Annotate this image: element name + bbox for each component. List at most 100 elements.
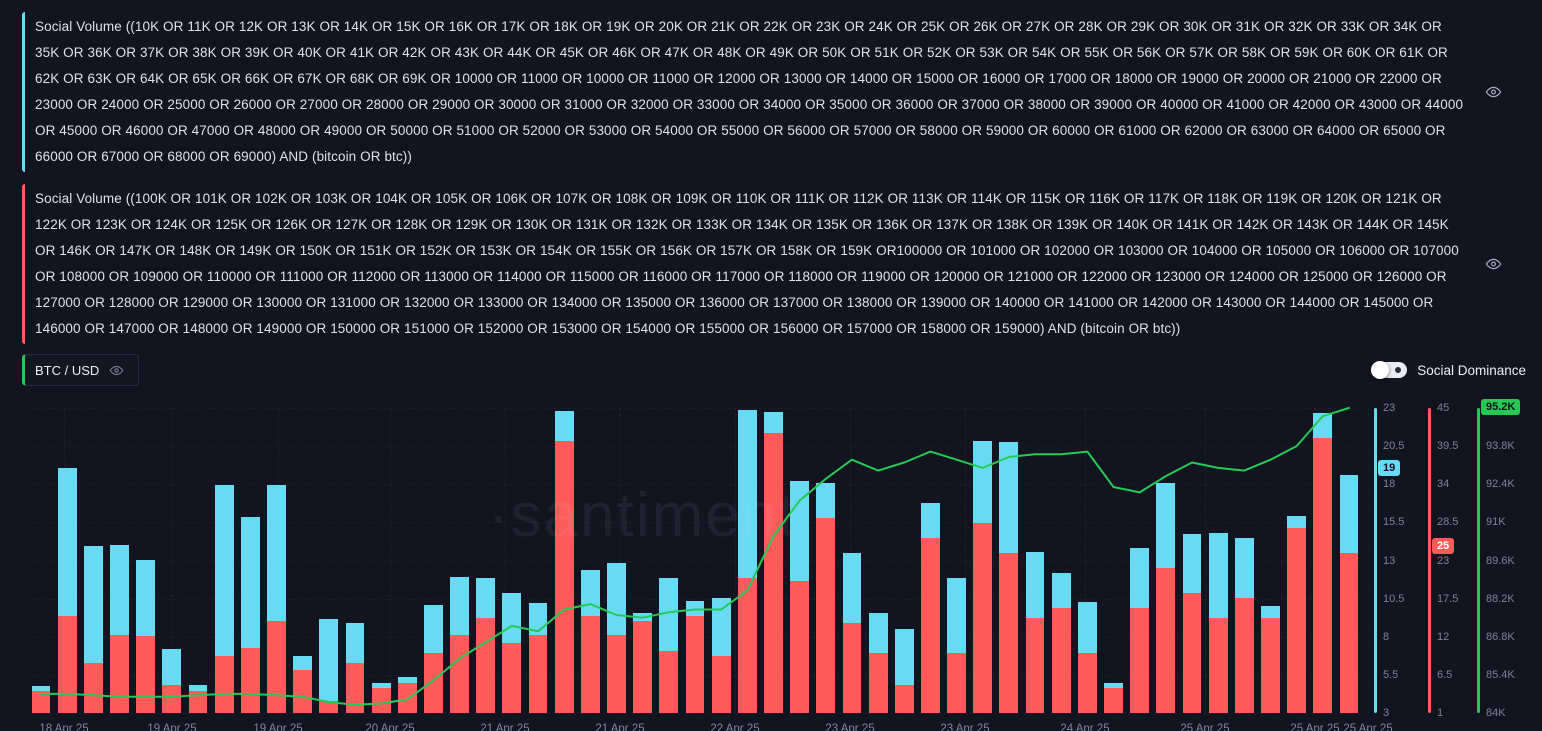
bar-segment-social-volume-10k[interactable] (371, 683, 391, 689)
bar-segment-social-volume-100k[interactable] (1077, 652, 1097, 713)
bar-segment-social-volume-100k[interactable] (319, 701, 339, 713)
bar-segment-social-volume-100k[interactable] (999, 552, 1019, 713)
query-social-volume-10k-69k[interactable]: Social Volume ((10K OR 11K OR 12K OR 13K… (22, 12, 1528, 172)
bar-segment-social-volume-10k[interactable] (162, 648, 182, 686)
bar-segment-social-volume-100k[interactable] (57, 615, 77, 713)
asset-btc-usd-chip[interactable]: BTC / USD (22, 354, 140, 386)
bar-segment-social-volume-100k[interactable] (1287, 527, 1307, 713)
social-dominance-toggle[interactable] (1371, 361, 1408, 379)
bar-segment-social-volume-100k[interactable] (764, 432, 783, 713)
bar-segment-social-volume-10k[interactable] (1077, 602, 1097, 653)
bar-segment-social-volume-100k[interactable] (397, 683, 417, 713)
bar-segment-social-volume-100k[interactable] (188, 690, 208, 713)
bar-segment-social-volume-100k[interactable] (162, 685, 182, 713)
bar-segment-social-volume-10k[interactable] (920, 502, 940, 538)
bar-segment-social-volume-10k[interactable] (214, 485, 234, 657)
bar-segment-social-volume-10k[interactable] (345, 623, 365, 664)
bar-segment-social-volume-100k[interactable] (1313, 437, 1333, 713)
visibility-eye-icon[interactable] (109, 363, 124, 378)
bar-segment-social-volume-10k[interactable] (136, 559, 156, 637)
query-social-volume-100k-159k[interactable]: Social Volume ((100K OR 101K OR 102K OR … (22, 184, 1528, 344)
bar-segment-social-volume-100k[interactable] (947, 652, 966, 713)
bar-segment-social-volume-10k[interactable] (790, 480, 810, 582)
bar-segment-social-volume-100k[interactable] (580, 615, 600, 713)
bar-segment-social-volume-100k[interactable] (371, 688, 391, 713)
bar-segment-social-volume-10k[interactable] (737, 410, 757, 578)
bar-segment-social-volume-10k[interactable] (397, 677, 417, 684)
bar-segment-social-volume-10k[interactable] (319, 618, 339, 702)
bar-segment-social-volume-10k[interactable] (1261, 605, 1280, 619)
bar-segment-social-volume-100k[interactable] (842, 622, 862, 713)
bar-segment-social-volume-10k[interactable] (57, 468, 77, 616)
bar-segment-social-volume-10k[interactable] (1051, 572, 1071, 608)
bar-segment-social-volume-10k[interactable] (764, 411, 783, 433)
bar-segment-social-volume-10k[interactable] (711, 598, 731, 657)
bar-segment-social-volume-100k[interactable] (816, 518, 836, 713)
visibility-eye-icon[interactable] (1485, 256, 1502, 273)
bar-segment-social-volume-100k[interactable] (502, 642, 522, 713)
bar-segment-social-volume-100k[interactable] (450, 634, 469, 713)
bar-segment-social-volume-10k[interactable] (607, 562, 626, 635)
bar-segment-social-volume-100k[interactable] (528, 634, 548, 713)
bar-segment-social-volume-10k[interactable] (1104, 683, 1123, 689)
bar-segment-social-volume-10k[interactable] (1025, 552, 1045, 619)
bar-segment-social-volume-100k[interactable] (1025, 618, 1045, 713)
bar-segment-social-volume-10k[interactable] (999, 441, 1019, 553)
bar-segment-social-volume-10k[interactable] (188, 684, 208, 691)
bar-segment-social-volume-100k[interactable] (1130, 607, 1150, 713)
bar-segment-social-volume-10k[interactable] (1182, 533, 1202, 594)
bar-segment-social-volume-100k[interactable] (110, 634, 129, 713)
bar-segment-social-volume-10k[interactable] (424, 605, 443, 653)
bar-segment-social-volume-10k[interactable] (83, 545, 103, 664)
bar-segment-social-volume-100k[interactable] (711, 656, 731, 713)
bar-segment-social-volume-100k[interactable] (1104, 688, 1123, 713)
bar-segment-social-volume-10k[interactable] (476, 578, 496, 619)
bar-segment-social-volume-100k[interactable] (659, 651, 679, 713)
bar-segment-social-volume-10k[interactable] (240, 516, 260, 648)
bar-segment-social-volume-100k[interactable] (293, 670, 313, 713)
bar-segment-social-volume-100k[interactable] (737, 577, 757, 713)
bar-segment-social-volume-100k[interactable] (31, 690, 51, 713)
bar-segment-social-volume-100k[interactable] (920, 537, 940, 713)
bar-segment-social-volume-10k[interactable] (868, 613, 888, 653)
bar-segment-social-volume-100k[interactable] (1051, 607, 1071, 713)
bar-segment-social-volume-100k[interactable] (424, 652, 443, 713)
bar-segment-social-volume-100k[interactable] (973, 523, 993, 713)
bar-segment-social-volume-10k[interactable] (1130, 548, 1150, 608)
bar-segment-social-volume-10k[interactable] (554, 410, 574, 442)
bar-segment-social-volume-10k[interactable] (633, 613, 653, 621)
bar-segment-social-volume-10k[interactable] (685, 600, 705, 616)
bar-segment-social-volume-10k[interactable] (502, 592, 522, 643)
bar-segment-social-volume-100k[interactable] (1234, 597, 1254, 713)
bar-segment-social-volume-100k[interactable] (345, 663, 365, 713)
bar-segment-social-volume-10k[interactable] (973, 440, 993, 524)
bar-segment-social-volume-100k[interactable] (1261, 618, 1280, 713)
bar-segment-social-volume-10k[interactable] (450, 576, 469, 635)
bar-segment-social-volume-10k[interactable] (110, 544, 129, 635)
visibility-eye-icon[interactable] (1485, 84, 1502, 101)
bar-segment-social-volume-10k[interactable] (528, 602, 548, 635)
chart-plot-area[interactable]: ·santiment 18 Apr 25 19 Apr 25 19 Apr 25 20… (0, 398, 1542, 731)
bar-segment-social-volume-10k[interactable] (1339, 475, 1359, 553)
bar-segment-social-volume-100k[interactable] (83, 663, 103, 713)
bar-segment-social-volume-100k[interactable] (607, 634, 626, 713)
bar-segment-social-volume-10k[interactable] (1208, 532, 1228, 619)
bar-segment-social-volume-100k[interactable] (868, 652, 888, 713)
bar-segment-social-volume-100k[interactable] (476, 618, 496, 713)
bar-segment-social-volume-10k[interactable] (842, 552, 862, 623)
bar-segment-social-volume-100k[interactable] (790, 581, 810, 713)
bar-segment-social-volume-10k[interactable] (1156, 482, 1176, 569)
bar-segment-social-volume-10k[interactable] (1313, 413, 1333, 438)
bar-segment-social-volume-100k[interactable] (633, 620, 653, 713)
bar-segment-social-volume-100k[interactable] (554, 441, 574, 713)
bar-segment-social-volume-10k[interactable] (659, 578, 679, 652)
bar-segment-social-volume-10k[interactable] (293, 656, 313, 671)
bar-segment-social-volume-100k[interactable] (267, 620, 286, 713)
bar-segment-social-volume-10k[interactable] (1234, 538, 1254, 598)
bar-segment-social-volume-100k[interactable] (1208, 618, 1228, 713)
bar-segment-social-volume-10k[interactable] (580, 570, 600, 616)
bar-segment-social-volume-100k[interactable] (894, 685, 914, 713)
bar-segment-social-volume-100k[interactable] (136, 636, 156, 713)
bar-segment-social-volume-10k[interactable] (31, 686, 51, 691)
bar-segment-social-volume-100k[interactable] (214, 656, 234, 713)
